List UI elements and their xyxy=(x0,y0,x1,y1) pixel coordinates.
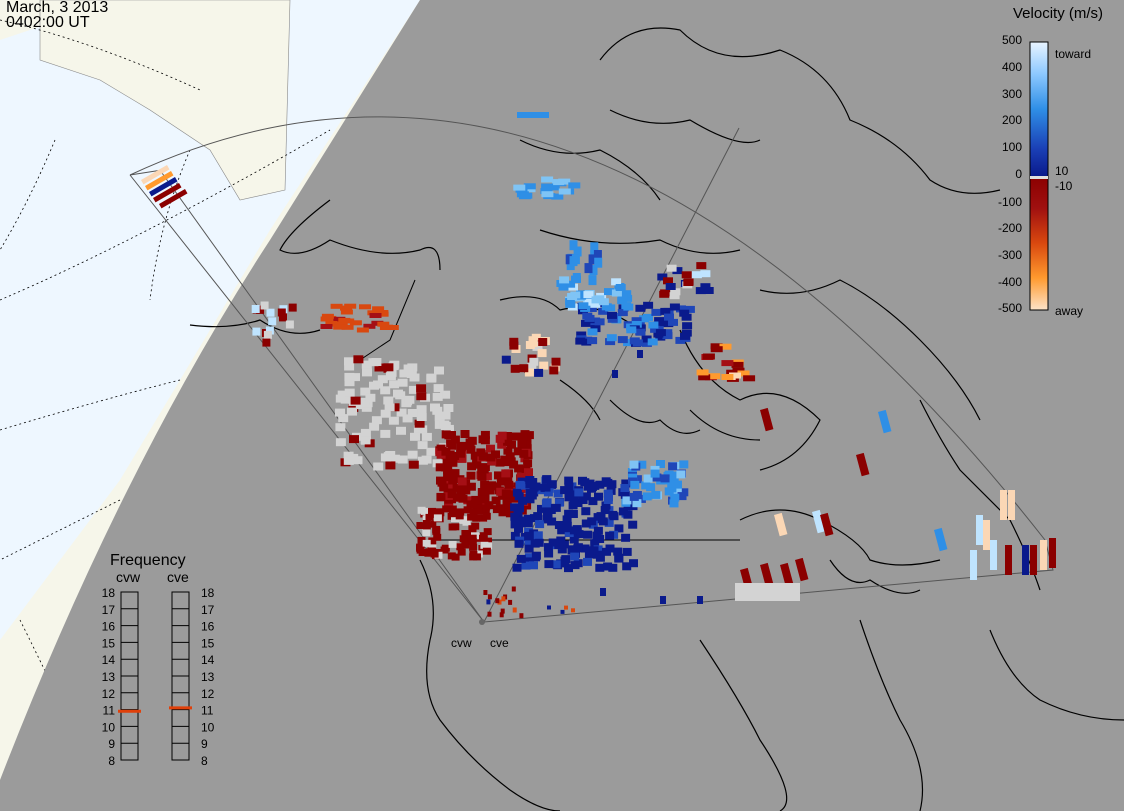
polar-ocean-region xyxy=(0,0,420,640)
borders xyxy=(359,279,740,541)
velocity-tick-label: -300 xyxy=(998,248,1022,262)
greenland-land xyxy=(39,0,291,201)
velocity-away-label: away xyxy=(1055,304,1083,318)
frequency-level-label: 15 xyxy=(201,636,215,650)
velocity-tick-label: 0 xyxy=(1015,167,1022,181)
graticule xyxy=(0,19,331,811)
frequency-level-label: 16 xyxy=(201,620,215,634)
radar-label-cvw: cvw xyxy=(451,636,472,650)
velocity-title: Velocity (m/s) xyxy=(1013,5,1104,22)
velocity-colorbar: 500400300200100100-10-100-200-300-400-50… xyxy=(998,33,1091,318)
frequency-radar-cvw: cvw xyxy=(116,569,141,585)
frequency-level-label: 9 xyxy=(201,737,208,751)
frequency-columns: 18 17 16 15 14 13 12 11 10 9 8 18 17 16 15 14 13 12 11 10 9 8 xyxy=(102,586,215,768)
velocity-tick-label: -400 xyxy=(998,275,1022,289)
frequency-level-label: 14 xyxy=(102,653,116,667)
frequency-level-label: 11 xyxy=(201,704,214,718)
frequency-level-label: 8 xyxy=(108,754,115,768)
time-label: 0402:00 UT xyxy=(6,14,90,31)
velocity-tick-label: -10 xyxy=(1055,179,1073,193)
velocity-tick-label: 300 xyxy=(1002,87,1022,101)
velocity-cells xyxy=(141,112,1056,619)
frequency-level-label: 16 xyxy=(102,620,116,634)
frequency-level-label: 11 xyxy=(103,704,116,718)
radar-site-marker xyxy=(479,619,485,625)
frequency-level-label: 14 xyxy=(201,653,215,667)
frequency-level-label: 10 xyxy=(201,720,215,734)
frequency-level-label: 10 xyxy=(102,720,116,734)
velocity-tick-labels: 500400300200100100-10-100-200-300-400-50… xyxy=(998,33,1073,315)
velocity-tick-label: 10 xyxy=(1055,164,1069,178)
frequency-level-label: 15 xyxy=(102,636,116,650)
frequency-level-label: 17 xyxy=(102,603,116,617)
frequency-level-label: 12 xyxy=(102,687,116,701)
velocity-tick-label: 500 xyxy=(1002,33,1022,47)
frequency-level-label: 13 xyxy=(201,670,215,684)
ground-scatter-swatch xyxy=(1030,176,1048,179)
frequency-panel: Frequency cvw cve 1817161514131211109818… xyxy=(102,552,215,768)
velocity-tick-label: -200 xyxy=(998,221,1022,235)
frequency-level-label: 9 xyxy=(108,737,115,751)
frequency-radar-cve: cve xyxy=(167,569,189,585)
velocity-toward-label: toward xyxy=(1055,47,1091,61)
velocity-tick-label: -100 xyxy=(998,195,1022,209)
frequency-level-label: 18 xyxy=(201,586,215,600)
velocity-tick-label: 400 xyxy=(1002,60,1022,74)
velocity-tick-label: 100 xyxy=(1002,140,1022,154)
frequency-level-label: 13 xyxy=(102,670,116,684)
frequency-level-label: 8 xyxy=(201,754,208,768)
frequency-level-label: 12 xyxy=(201,687,215,701)
frequency-level-label: 18 xyxy=(102,586,116,600)
frequency-title: Frequency xyxy=(110,552,186,569)
date-label: March, 3 2013 xyxy=(6,0,109,16)
radar-label-cve: cve xyxy=(490,636,509,650)
frequency-level-label: 17 xyxy=(201,603,215,617)
velocity-tick-label: -500 xyxy=(998,301,1022,315)
velocity-tick-label: 200 xyxy=(1002,113,1022,127)
